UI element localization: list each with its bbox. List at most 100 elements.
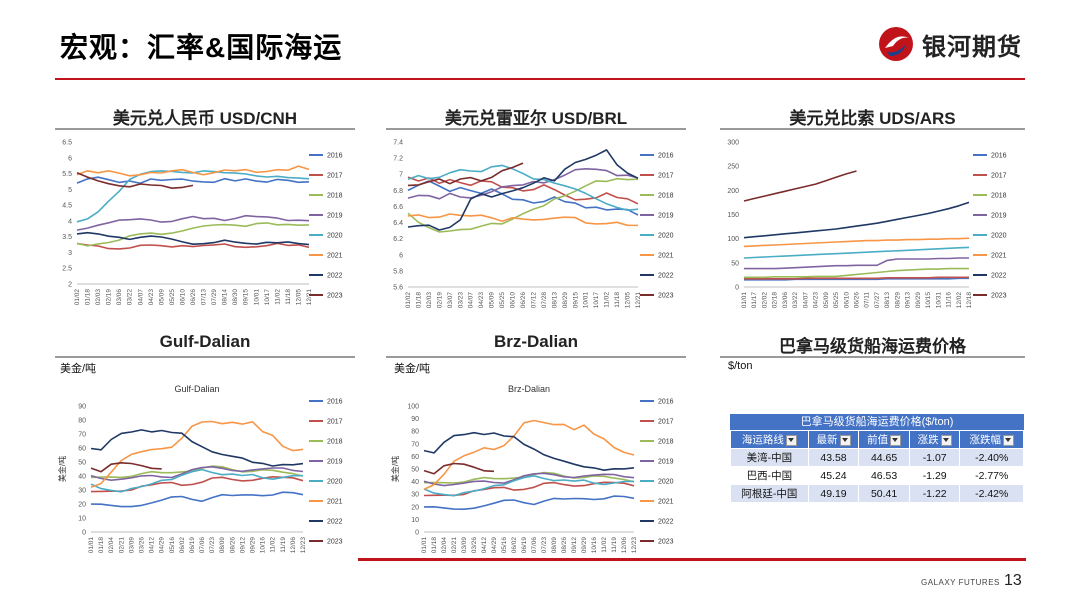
x-tick-label: 01/01 — [741, 292, 748, 309]
y-tick-label: 5.5 — [62, 171, 72, 178]
y-tick-label: 7.4 — [393, 140, 403, 147]
filter-dropdown-icon[interactable] — [839, 434, 851, 446]
legend-label: 2023 — [991, 293, 1007, 300]
table-header-row: 海运路线 最新 前值 涨跌 涨跌幅 — [730, 430, 1024, 449]
x-tick-label: 11/02 — [270, 537, 277, 553]
x-tick-label: 04/07 — [137, 289, 144, 306]
table-row: 巴西-中国 45.24 46.53 -1.29 -2.77% — [730, 466, 1024, 485]
legend-label: 2022 — [327, 273, 343, 280]
x-tick-label: 07/12 — [530, 292, 537, 309]
panel-brz-dalian: Brz-Dalian 美金/吨 Brz-Dalian 美金/吨 100 90 80 70 6… — [386, 332, 686, 554]
page-number: 13 — [1004, 572, 1022, 589]
legend-label: 2020 — [991, 233, 1007, 240]
unit-label-gulf: 美金/吨 — [60, 363, 97, 375]
series-line-2023 — [90, 462, 162, 473]
x-tick-label: 10/16 — [260, 537, 267, 554]
x-tick-label: 06/10 — [510, 292, 517, 309]
freight-table: 海运路线 最新 前值 涨跌 涨跌幅 美湾-中国 43.58 44.65 -1.0… — [730, 430, 1024, 503]
legend-label: 2016 — [327, 153, 343, 160]
table-cell: 49.19 — [807, 484, 860, 503]
freight-table-caption: 巴拿马级货船海运费价格($/ton) — [730, 414, 1024, 430]
filter-dropdown-icon[interactable] — [890, 434, 902, 446]
x-tick-label: 12/06 — [621, 537, 628, 554]
x-tick-label: 06/02 — [511, 537, 518, 554]
column-header-route[interactable]: 海运路线 — [730, 430, 809, 449]
series-line-2016 — [744, 277, 969, 281]
x-tick-label: 02/19 — [436, 292, 443, 309]
x-tick-label: 05/25 — [833, 292, 840, 309]
filter-dropdown-icon[interactable] — [785, 434, 797, 446]
table-cell: 43.58 — [807, 448, 860, 467]
panel-divider — [720, 128, 1025, 130]
x-tick-label: 10/17 — [264, 289, 271, 306]
x-tick-label: 12/23 — [631, 537, 638, 554]
legend-label: 2023 — [327, 539, 343, 546]
y-axis-label: 美金/吨 — [390, 456, 400, 482]
legend-label: 2017 — [658, 419, 674, 426]
legend-label: 2023 — [658, 539, 674, 546]
y-tick-label: 5.6 — [393, 285, 403, 292]
column-header-change[interactable]: 涨跌 — [908, 430, 961, 449]
legend-label: 2020 — [327, 479, 343, 486]
series-line-2021 — [407, 213, 639, 227]
legend-label: 2017 — [327, 419, 343, 426]
panel-gulf-dalian: Gulf-Dalian 美金/吨 Gulf-Dalian 美金/吨 90 80 70 60… — [55, 332, 355, 554]
column-header-change-pct[interactable]: 涨跌幅 — [959, 430, 1024, 449]
panel-title-gulf-dalian: Gulf-Dalian — [159, 332, 251, 351]
series-line-2023 — [423, 462, 495, 475]
y-tick-label: 3 — [68, 250, 72, 257]
chart-brz-dalian: Brz-Dalian美金/吨100908070605040302010001/0… — [390, 384, 674, 554]
legend-label: 2021 — [327, 499, 343, 506]
x-tick-label: 03/22 — [127, 289, 134, 306]
x-tick-label: 07/29 — [211, 289, 218, 306]
y-tick-label: 40 — [411, 479, 419, 486]
series-line-2022 — [90, 429, 304, 467]
filter-dropdown-icon[interactable] — [940, 434, 952, 446]
legend-label: 2020 — [327, 233, 343, 240]
x-tick-label: 11/02 — [274, 289, 281, 305]
x-tick-label: 12/02 — [956, 292, 963, 309]
x-tick-label: 09/15 — [572, 292, 579, 309]
unit-label-freight: $/ton — [728, 360, 753, 372]
legend-label: 2019 — [991, 213, 1007, 220]
panel-title-usd-brl: 美元兑雷亚尔 USD/BRL — [444, 109, 628, 128]
legend-label: 2021 — [658, 499, 674, 506]
legend-label: 2018 — [658, 193, 674, 200]
table-cell: 45.24 — [807, 466, 860, 485]
x-tick-label: 10/16 — [591, 537, 598, 554]
x-tick-label: 02/04 — [108, 537, 115, 554]
x-tick-label: 02/04 — [441, 537, 448, 554]
series-line-2021 — [90, 420, 304, 489]
y-tick-label: 100 — [407, 404, 419, 411]
x-tick-label: 06/26 — [190, 289, 197, 306]
legend-label: 2019 — [658, 213, 674, 220]
x-tick-label: 02/03 — [426, 292, 433, 309]
series-line-2022 — [423, 431, 635, 471]
y-tick-label: 0 — [415, 530, 419, 537]
x-tick-label: 06/26 — [854, 292, 861, 309]
x-tick-label: 09/12 — [239, 537, 246, 554]
brand-logo: 银河期货 — [876, 24, 1022, 64]
x-tick-label: 01/02 — [74, 289, 81, 306]
series-line-2019 — [423, 472, 635, 487]
x-tick-label: 08/29 — [562, 292, 569, 309]
y-tick-label: 6.2 — [393, 236, 403, 243]
legend-label: 2023 — [658, 293, 674, 300]
x-tick-label: 01/01 — [88, 537, 95, 554]
x-tick-label: 02/21 — [118, 537, 125, 554]
filter-dropdown-icon[interactable] — [1002, 434, 1014, 446]
column-header-latest[interactable]: 最新 — [807, 430, 860, 449]
y-tick-label: 20 — [78, 502, 86, 509]
y-tick-label: 250 — [727, 164, 739, 171]
x-tick-label: 02/18 — [772, 292, 779, 309]
galaxy-logo-icon — [879, 27, 913, 61]
panel-usd-ars: 美元兑比索 UDS/ARS 300 250 200 150 100 50 0 01/01 01/… — [720, 104, 1025, 319]
y-tick-label: 150 — [727, 212, 739, 219]
column-header-previous[interactable]: 前值 — [858, 430, 910, 449]
x-tick-label: 07/06 — [531, 537, 538, 554]
x-tick-label: 04/23 — [478, 292, 485, 309]
x-tick-label: 10/01 — [583, 292, 590, 309]
x-tick-label: 05/25 — [499, 292, 506, 309]
y-tick-label: 50 — [731, 260, 739, 267]
x-tick-label: 03/07 — [447, 292, 454, 309]
